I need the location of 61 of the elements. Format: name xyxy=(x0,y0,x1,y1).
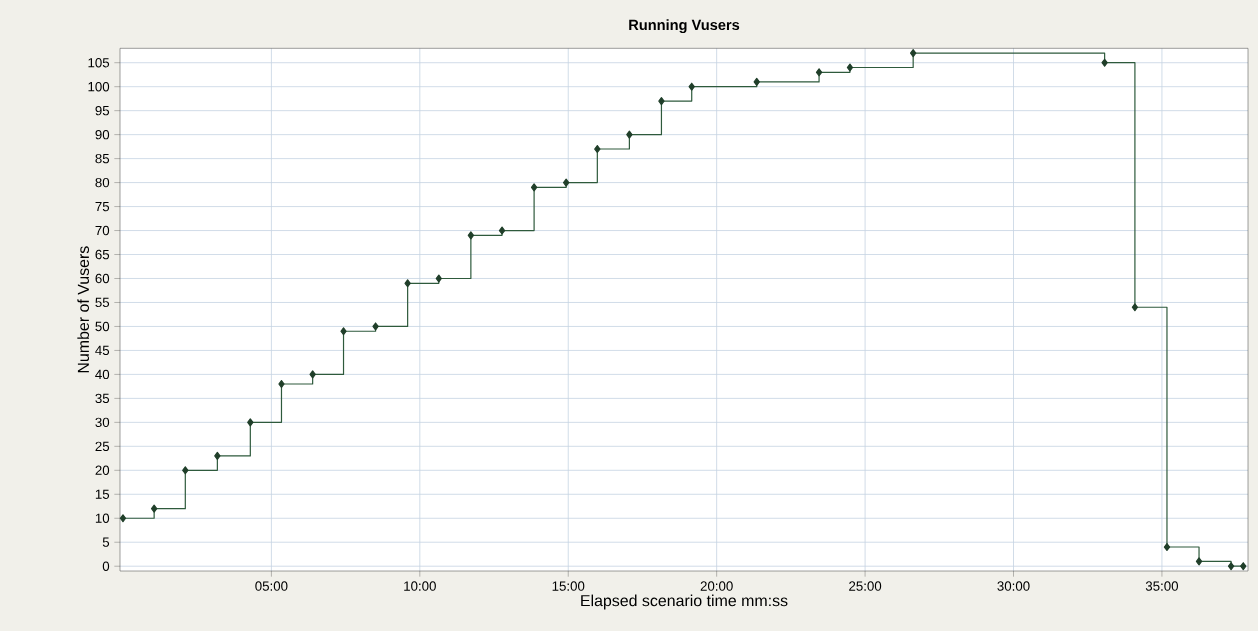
point xyxy=(278,379,285,389)
point xyxy=(594,144,601,154)
x-tick-label: 10:00 xyxy=(404,581,436,591)
point xyxy=(815,68,823,77)
point xyxy=(435,274,442,283)
point xyxy=(909,49,917,58)
x-tick-label: 30:00 xyxy=(997,581,1030,591)
y-tick-label: 85 xyxy=(95,153,110,164)
x-tick-label: 25:00 xyxy=(849,581,882,591)
y-tick-label: 25 xyxy=(95,441,110,452)
point xyxy=(1131,303,1139,312)
y-tick-label: 15 xyxy=(95,489,110,499)
y-tick-label: 5 xyxy=(102,537,110,547)
y-tick-label: 80 xyxy=(95,177,110,188)
y-tick-label: 20 xyxy=(95,465,110,475)
y-tick-label: 90 xyxy=(95,129,110,140)
point xyxy=(1101,58,1108,67)
point xyxy=(467,231,475,240)
y-tick-label: 40 xyxy=(95,369,110,380)
y-tick-label: 30 xyxy=(95,417,110,428)
y-tick-label: 100 xyxy=(88,81,110,92)
y-tick-label: 45 xyxy=(95,345,110,356)
y-tick-label: 10 xyxy=(95,513,110,523)
y-tick-label: 55 xyxy=(95,297,110,308)
point xyxy=(182,466,189,475)
point xyxy=(498,226,506,235)
point xyxy=(150,504,158,513)
x-tick-label: 35:00 xyxy=(1145,581,1179,591)
point xyxy=(404,279,411,288)
point xyxy=(562,178,570,187)
x-tick-label: 15:00 xyxy=(552,581,585,591)
point xyxy=(119,514,127,523)
point xyxy=(1227,562,1235,571)
y-tick-label: 70 xyxy=(95,225,110,236)
y-tick-label: 60 xyxy=(95,273,110,284)
point xyxy=(1195,557,1203,566)
point xyxy=(753,77,760,86)
y-tick-label: 75 xyxy=(95,201,110,212)
point xyxy=(214,451,221,460)
point xyxy=(372,322,379,331)
point xyxy=(1240,562,1247,571)
point xyxy=(247,418,254,427)
y-tick-label: 0 xyxy=(102,561,110,571)
point xyxy=(1163,542,1171,552)
chart-title: Running Vusers xyxy=(629,19,740,33)
point xyxy=(340,327,347,336)
y-tick-label: 105 xyxy=(88,58,110,68)
point xyxy=(530,183,538,192)
y-tick-label: 95 xyxy=(95,105,110,116)
point xyxy=(846,63,854,72)
point xyxy=(658,97,665,106)
point xyxy=(626,130,633,139)
x-axis-title: Elapsed scenario time mm:ss xyxy=(581,594,788,610)
y-tick-label: 35 xyxy=(95,393,110,404)
x-tick-label: 05:00 xyxy=(255,581,288,591)
y-axis-title: Number of Vusers xyxy=(77,246,90,373)
y-tick-label: 65 xyxy=(95,249,110,260)
y-tick-label: 50 xyxy=(95,321,110,332)
point xyxy=(688,82,695,91)
x-tick-label: 20:00 xyxy=(700,581,733,591)
point xyxy=(309,370,316,379)
